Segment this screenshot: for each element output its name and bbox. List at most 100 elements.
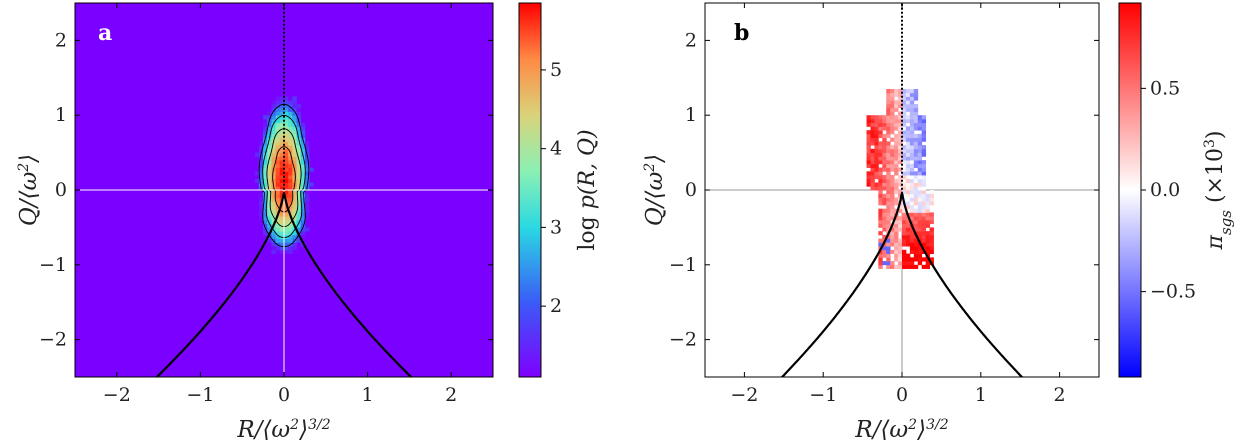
heatmap-cell — [275, 234, 281, 240]
heatmap-cell — [296, 193, 302, 198]
heatmap-cell — [275, 167, 281, 172]
heatmap-cell — [304, 145, 310, 150]
heatmap-cell — [925, 261, 930, 266]
heatmap-cell — [890, 261, 895, 266]
heatmap-cell — [304, 148, 310, 153]
heatmap-cell — [905, 163, 911, 168]
heatmap-cell — [917, 201, 923, 206]
heatmap-cell — [894, 257, 899, 262]
heatmap-cell — [890, 193, 895, 198]
panel-a-label: a — [98, 20, 112, 46]
heatmap-cell — [905, 115, 911, 120]
heatmap-cell — [894, 122, 899, 127]
heatmap-cell — [878, 249, 883, 254]
heatmap-cell — [275, 163, 281, 168]
heatmap-cell — [267, 190, 272, 195]
heatmap-cell — [288, 223, 293, 228]
heatmap-cell — [263, 122, 268, 127]
heatmap-cell — [898, 141, 903, 146]
heatmap-cell — [917, 208, 923, 213]
heatmap-cell — [913, 115, 919, 120]
heatmap-cell — [898, 160, 903, 165]
heatmap-cell — [917, 156, 923, 161]
heatmap-cell — [890, 249, 895, 254]
heatmap-cell — [878, 193, 883, 198]
heatmap-cell — [296, 190, 302, 195]
heatmap-cell — [894, 253, 899, 258]
heatmap-cell — [263, 223, 268, 228]
heatmap-cell — [909, 212, 915, 217]
heatmap-cell — [909, 167, 915, 172]
heatmap-cell — [905, 152, 911, 157]
heatmap-cell — [271, 107, 277, 112]
heatmap-cell — [288, 204, 293, 210]
heatmap-cell — [288, 126, 293, 131]
heatmap-cell — [905, 148, 911, 153]
heatmap-cell — [909, 197, 915, 202]
heatmap-cell — [909, 107, 915, 112]
heatmap-cell — [909, 96, 915, 101]
heatmap-cell — [296, 103, 302, 109]
heatmap-cell — [878, 186, 883, 191]
heatmap-cell — [271, 204, 277, 210]
heatmap-cell — [898, 145, 903, 150]
heatmap-cell — [288, 182, 293, 187]
contour-line — [272, 146, 296, 213]
heatmap-cell — [263, 219, 268, 225]
heatmap-cell — [279, 111, 285, 116]
heatmap-cell — [300, 227, 306, 232]
heatmap-cell — [292, 160, 297, 165]
heatmap-cell — [886, 190, 891, 195]
heatmap-cell — [913, 89, 919, 94]
heatmap-cell — [890, 160, 895, 165]
heatmap-cell — [894, 171, 899, 176]
colorbar-tick-label: −0.5 — [1150, 281, 1196, 303]
heatmap-cell — [925, 264, 930, 269]
heatmap-cell — [882, 175, 887, 180]
heatmap-cell — [921, 216, 927, 221]
heatmap-cell — [874, 148, 879, 153]
heatmap-cell — [267, 201, 272, 206]
heatmap-cell — [288, 160, 293, 165]
heatmap-cell — [905, 208, 911, 213]
colorbar-b-gradient — [1118, 2, 1142, 378]
heatmap-cell — [913, 145, 919, 150]
heatmap-cell — [271, 156, 277, 161]
heatmap-cell — [902, 111, 907, 116]
heatmap-cell — [886, 223, 891, 228]
heatmap-cell — [917, 249, 923, 254]
heatmap-cell — [909, 100, 915, 105]
heatmap-cell — [921, 190, 927, 195]
heatmap-cell — [913, 246, 919, 251]
heatmap-cell — [894, 103, 899, 109]
colorbar-tick-label: 2 — [550, 295, 562, 317]
heatmap-cell — [929, 234, 934, 240]
heatmap-cell — [284, 227, 289, 232]
heatmap-cell — [929, 197, 934, 202]
heatmap-cell — [271, 103, 277, 109]
heatmap-cell — [300, 160, 306, 165]
heatmap-cell — [263, 167, 268, 172]
heatmap-cell — [279, 193, 285, 198]
heatmap-cell — [284, 160, 289, 165]
heatmap-cell — [917, 182, 923, 187]
heatmap-cell — [279, 246, 285, 251]
heatmap-cell — [902, 238, 907, 243]
heatmap-cell — [917, 219, 923, 225]
heatmap-cell — [292, 175, 297, 180]
heatmap-cell — [882, 156, 887, 161]
heatmap-cell — [878, 122, 883, 127]
heatmap-cell — [271, 160, 277, 165]
heatmap-cell — [894, 92, 899, 97]
heatmap-cell — [882, 133, 887, 139]
heatmap-cell — [909, 133, 915, 139]
heatmap-cell — [292, 148, 297, 153]
heatmap-cell — [292, 171, 297, 176]
heatmap-cell — [279, 227, 285, 232]
heatmap-cell — [254, 152, 260, 157]
x-tick-label: 1 — [362, 384, 374, 406]
heatmap-cell — [874, 133, 879, 139]
vieillefosse-curve — [780, 193, 903, 377]
heatmap-cell — [275, 171, 281, 176]
